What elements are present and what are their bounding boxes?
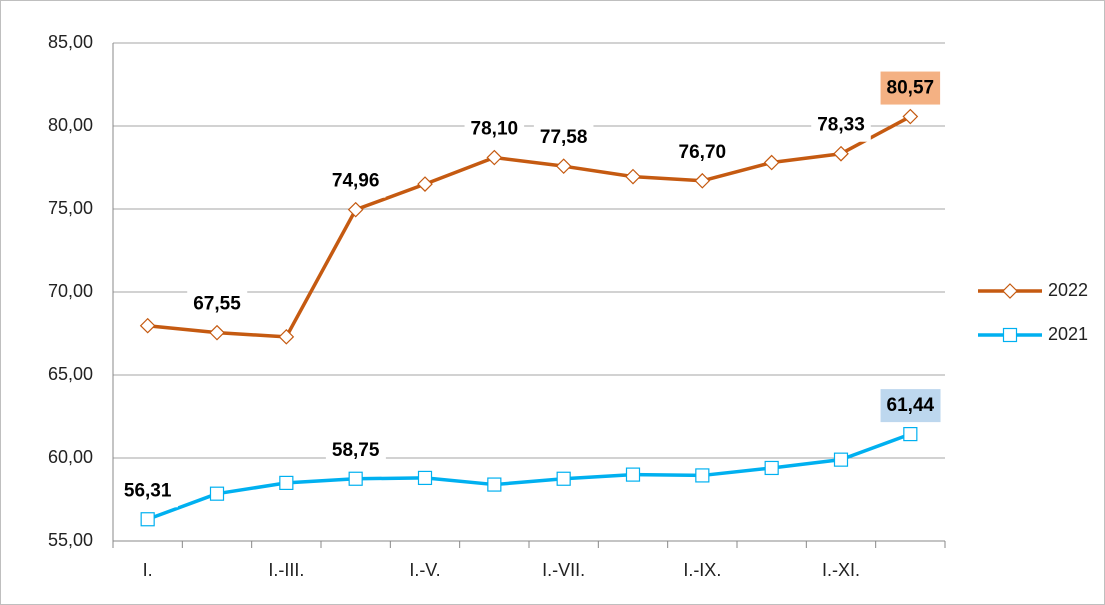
marker <box>139 317 156 334</box>
value-label-group: 74,96 <box>325 164 386 198</box>
x-tick-label: I.-V. <box>409 560 440 580</box>
value-label-background <box>672 135 733 169</box>
y-tick-label: 85,00 <box>48 32 93 52</box>
marker <box>833 452 849 467</box>
marker <box>278 328 295 345</box>
value-label: 78,10 <box>471 119 519 140</box>
value-label-group: 78,33 <box>811 108 871 142</box>
value-label-group: 77,58 <box>533 121 594 155</box>
marker <box>1002 283 1018 299</box>
marker <box>695 468 710 483</box>
value-label-background <box>880 71 941 105</box>
value-label-background <box>811 108 871 142</box>
value-label: 74,96 <box>332 171 380 192</box>
y-tick-label: 70,00 <box>48 281 93 301</box>
legend-label: 2022 <box>1048 280 1088 300</box>
marker <box>763 154 780 171</box>
marker <box>625 467 641 482</box>
line <box>147 114 912 339</box>
x-tick-label: I.-XI. <box>822 560 860 580</box>
marker <box>1002 327 1018 343</box>
marker <box>486 149 503 166</box>
value-label-group: 67,55 <box>187 287 248 321</box>
value-label: 80,57 <box>887 78 935 99</box>
x-tick-label: I.-VII. <box>542 560 585 580</box>
value-label: 67,55 <box>193 294 241 315</box>
marker <box>348 471 363 486</box>
value-label-background <box>325 433 386 467</box>
y-tick-label: 55,00 <box>48 530 93 550</box>
marker <box>417 470 433 486</box>
value-label: 76,70 <box>679 142 727 163</box>
marker <box>903 426 918 442</box>
value-label-group: 61,44 <box>880 389 941 423</box>
legend-label: 2021 <box>1048 324 1088 344</box>
marker <box>279 475 294 490</box>
value-label: 61,44 <box>887 395 935 416</box>
marker <box>694 172 711 189</box>
value-label-background <box>325 164 386 198</box>
y-tick-label: 80,00 <box>48 115 93 135</box>
y-tick-label: 65,00 <box>48 364 93 384</box>
value-label-group: 76,70 <box>672 135 733 169</box>
y-tick-label: 75,00 <box>48 198 93 218</box>
marker <box>902 108 919 125</box>
value-label-background <box>533 121 594 155</box>
value-label-group: 78,10 <box>464 112 525 146</box>
value-label: 56,31 <box>124 480 172 501</box>
x-tick-label: I.-IX. <box>683 560 721 580</box>
marker <box>833 145 849 162</box>
x-tick-label: I.-III. <box>268 560 304 580</box>
x-tick-label: I. <box>143 560 153 580</box>
value-label-background <box>880 389 941 423</box>
value-label: 58,75 <box>332 440 380 461</box>
value-label-background <box>117 474 178 508</box>
marker <box>209 324 225 341</box>
marker <box>555 158 572 175</box>
value-label-group: 80,57 <box>880 71 941 105</box>
marker <box>487 477 502 492</box>
marker <box>209 486 225 501</box>
marker <box>140 512 155 527</box>
line <box>147 432 911 521</box>
value-label-group: 56,31 <box>117 474 178 508</box>
marker <box>347 201 364 218</box>
marker <box>556 471 571 486</box>
marker <box>417 176 433 192</box>
marker <box>764 460 779 476</box>
value-label: 77,58 <box>540 127 588 148</box>
y-tick-label: 60,00 <box>48 447 93 467</box>
value-label-group: 58,75 <box>325 433 386 467</box>
value-label-background <box>187 287 248 321</box>
value-label-background <box>464 112 525 146</box>
value-label: 78,33 <box>817 115 865 136</box>
marker <box>625 168 641 185</box>
